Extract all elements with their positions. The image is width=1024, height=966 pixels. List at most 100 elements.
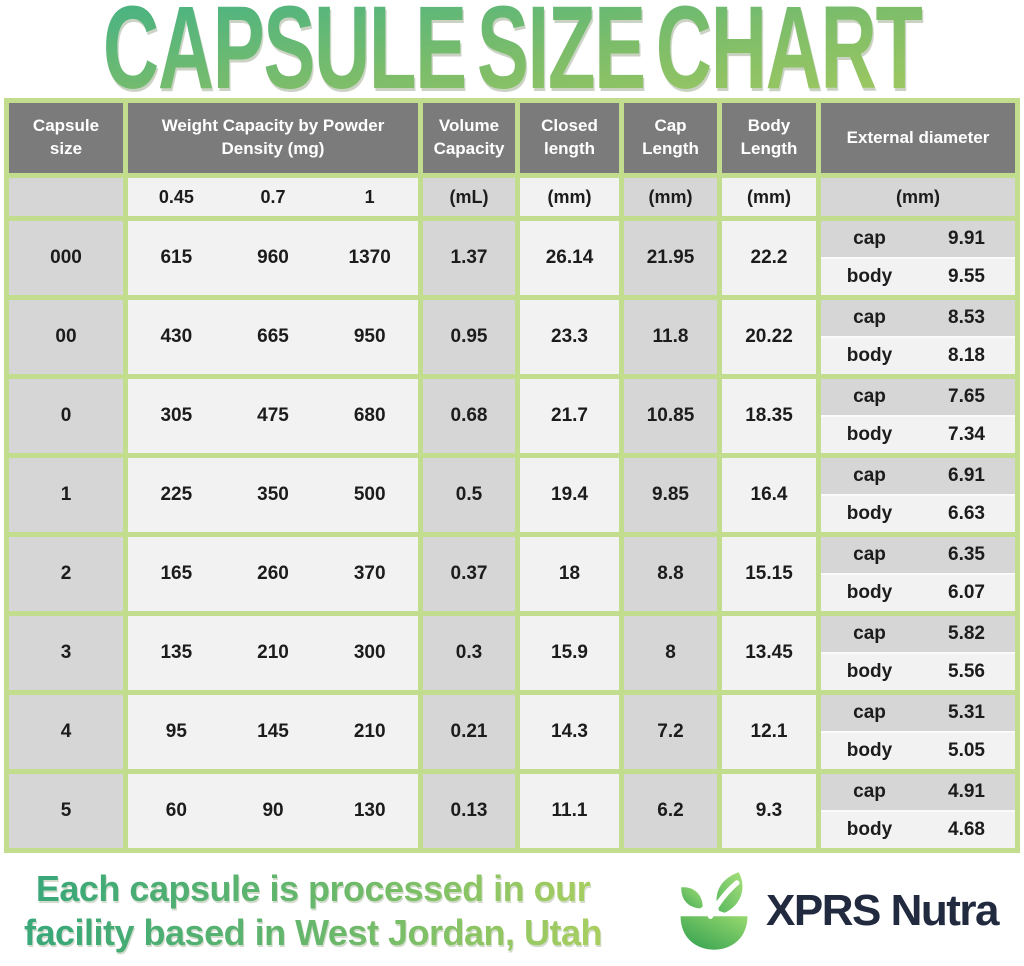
cell-cap-length: 21.95 [624,221,717,295]
external-body-row: body 8.18 [821,338,1015,374]
cell-closed-length: 11.1 [520,774,619,848]
density-07: 0.7 [260,186,286,207]
cell-body-length: 9.3 [722,774,816,848]
body-label: body [846,503,893,524]
cell-capsule-size: 3 [9,616,123,690]
title-bar: CAPSULE SIZE CHART [0,0,1024,107]
weight-at-045: 165 [160,563,193,584]
unit-external: (mm) [821,178,1015,216]
capsule-size-table: Capsule size Weight Capacity by Powder D… [4,98,1020,853]
header-volume-capacity: Volume Capacity [423,103,515,173]
cap-label: cap [853,702,886,723]
cap-diameter-value: 5.82 [948,623,985,644]
weight-at-045: 430 [160,326,193,347]
weight-at-045: 225 [160,484,193,505]
unit-body: (mm) [722,178,816,216]
external-cap-row: cap 5.82 [821,616,1015,654]
body-label: body [846,661,893,682]
cell-cap-length: 9.85 [624,458,717,532]
cap-diameter-value: 8.53 [948,307,985,328]
weight-at-045: 60 [165,800,187,821]
cap-diameter-value: 4.91 [948,781,985,802]
unit-densities: 0.45 0.7 1 [128,178,418,216]
unit-closed: (mm) [520,178,619,216]
weight-at-1: 130 [353,800,386,821]
cap-diameter-value: 5.31 [948,702,985,723]
body-diameter-value: 6.07 [948,582,985,603]
cell-external-diameter: cap 7.65 body 7.34 [821,379,1015,453]
body-diameter-value: 5.05 [948,740,985,761]
cell-body-length: 15.15 [722,537,816,611]
cell-capsule-size: 0 [9,379,123,453]
external-cap-row: cap 9.91 [821,221,1015,259]
body-diameter-value: 9.55 [948,266,985,287]
cell-volume-capacity: 0.68 [423,379,515,453]
cell-capsule-size: 5 [9,774,123,848]
cell-closed-length: 15.9 [520,616,619,690]
external-cap-row: cap 5.31 [821,695,1015,733]
density-045: 0.45 [158,186,194,207]
cell-weight-capacity: 95 145 210 [128,695,418,769]
cell-weight-capacity: 430 665 950 [128,300,418,374]
cell-external-diameter: cap 8.53 body 8.18 [821,300,1015,374]
cell-external-diameter: cap 9.91 body 9.55 [821,221,1015,295]
cell-cap-length: 10.85 [624,379,717,453]
cell-cap-length: 8 [624,616,717,690]
body-diameter-value: 4.68 [948,819,985,840]
cell-weight-capacity: 60 90 130 [128,774,418,848]
tagline-line-1: Each capsule is processed in our [24,867,602,911]
cell-closed-length: 19.4 [520,458,619,532]
weight-at-07: 260 [257,563,289,584]
cap-label: cap [853,544,886,565]
body-diameter-value: 5.56 [948,661,985,682]
weight-at-1: 950 [353,326,386,347]
external-body-row: body 9.55 [821,259,1015,295]
brand-name: XPRS Nutra [766,885,999,935]
density-1: 1 [364,186,375,207]
cap-label: cap [853,228,886,249]
header-external-diameter: External diameter [821,103,1015,173]
body-label: body [846,345,893,366]
cell-body-length: 22.2 [722,221,816,295]
cell-closed-length: 23.3 [520,300,619,374]
body-label: body [846,740,893,761]
external-body-row: body 6.63 [821,496,1015,532]
header-capsule-size: Capsule size [9,103,123,173]
weight-at-1: 370 [353,563,386,584]
cell-closed-length: 18 [520,537,619,611]
header-weight-capacity: Weight Capacity by Powder Density (mg) [128,103,418,173]
external-body-row: body 5.05 [821,733,1015,769]
external-cap-row: cap 4.91 [821,774,1015,812]
weight-at-045: 95 [165,721,187,742]
cell-cap-length: 11.8 [624,300,717,374]
cell-cap-length: 6.2 [624,774,717,848]
cell-capsule-size: 1 [9,458,123,532]
body-label: body [846,424,893,445]
external-cap-row: cap 6.91 [821,458,1015,496]
external-cap-row: cap 6.35 [821,537,1015,575]
page-title: CAPSULE SIZE CHART [103,0,923,107]
cell-weight-capacity: 135 210 300 [128,616,418,690]
cell-external-diameter: cap 6.91 body 6.63 [821,458,1015,532]
header-closed-length: Closed length [520,103,619,173]
cell-external-diameter: cap 5.31 body 5.05 [821,695,1015,769]
footer-tagline: Each capsule is processed in our facilit… [24,867,602,955]
cell-body-length: 16.4 [722,458,816,532]
external-body-row: body 6.07 [821,575,1015,611]
cell-capsule-size: 00 [9,300,123,374]
weight-at-045: 615 [160,247,193,268]
cap-diameter-value: 9.91 [948,228,985,249]
cap-label: cap [853,465,886,486]
cell-closed-length: 14.3 [520,695,619,769]
cell-volume-capacity: 0.13 [423,774,515,848]
cell-cap-length: 7.2 [624,695,717,769]
cap-label: cap [853,307,886,328]
external-body-row: body 5.56 [821,654,1015,690]
cell-external-diameter: cap 5.82 body 5.56 [821,616,1015,690]
cell-capsule-size: 4 [9,695,123,769]
cell-capsule-size: 000 [9,221,123,295]
cell-external-diameter: cap 6.35 body 6.07 [821,537,1015,611]
weight-at-1: 500 [353,484,386,505]
external-body-row: body 4.68 [821,812,1015,848]
cap-diameter-value: 7.65 [948,386,985,407]
